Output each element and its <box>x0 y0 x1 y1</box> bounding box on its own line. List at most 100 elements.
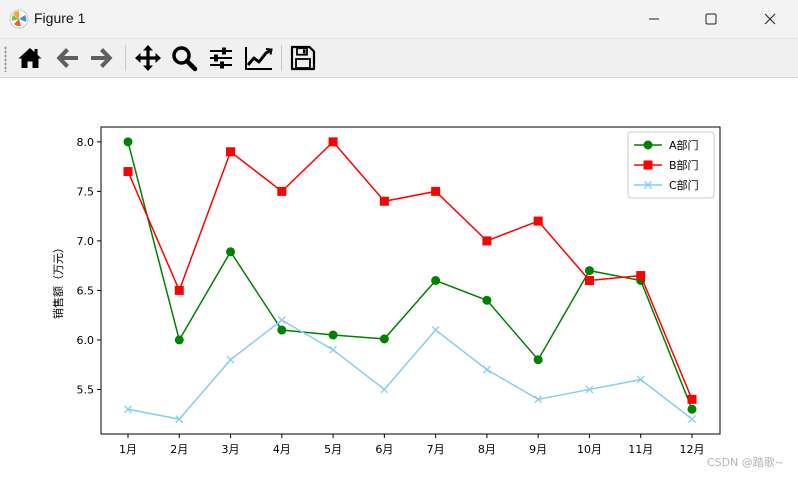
data-point <box>123 137 133 147</box>
save-button[interactable] <box>287 42 319 74</box>
legend-marker <box>643 160 653 170</box>
data-point <box>175 415 184 424</box>
data-point <box>585 385 594 394</box>
data-point <box>636 271 646 281</box>
data-point <box>329 345 338 354</box>
series-layer <box>123 137 697 424</box>
x-tick-label: 3月 <box>222 443 240 456</box>
y-tick-label: 6.5 <box>77 284 95 297</box>
line-chart: 5.5 6.0 6.5 7.0 7.5 8.0 1月 2月 3月 4月 5月 6月 7月 8月 9月 10月 1… <box>51 126 721 456</box>
data-point <box>482 236 492 246</box>
home-button[interactable] <box>14 42 46 74</box>
plot-area <box>100 126 721 435</box>
arrow-left-icon <box>56 48 78 68</box>
minimize-icon <box>649 18 659 20</box>
data-point <box>123 167 133 177</box>
line-chart-icon <box>245 47 273 70</box>
floppy-disk-icon <box>290 45 316 71</box>
x-tick-label: 8月 <box>478 443 496 456</box>
minimize-button[interactable] <box>630 0 678 38</box>
x-tick-label: 7月 <box>427 443 445 456</box>
pan-button[interactable] <box>132 42 164 74</box>
axes-frame: 5.5 6.0 6.5 7.0 7.5 8.0 1月 2月 3月 4月 5月 6月 7月 8月 9月 10月 1… <box>51 126 721 456</box>
maximize-button[interactable] <box>687 0 735 38</box>
data-point <box>174 335 184 345</box>
legend-entry: C部门 <box>634 178 699 192</box>
series-line <box>127 319 693 420</box>
data-point <box>687 394 697 404</box>
data-point <box>534 395 543 404</box>
data-point <box>328 330 338 340</box>
series-2 <box>123 137 697 404</box>
move-icon <box>135 45 161 71</box>
data-point <box>226 147 236 157</box>
y-tick-label: 7.5 <box>77 185 95 198</box>
forward-button[interactable] <box>86 42 118 74</box>
data-point <box>533 216 543 226</box>
x-tick-label: 11月 <box>628 443 653 456</box>
legend-entry: B部门 <box>634 158 699 172</box>
zoom-button[interactable] <box>168 42 200 74</box>
y-tick-label: 6.0 <box>77 334 95 347</box>
subplots-button[interactable] <box>205 42 237 74</box>
toolbar-separator <box>281 45 282 71</box>
data-point <box>226 247 236 257</box>
data-point <box>431 326 440 334</box>
data-point <box>533 355 543 365</box>
data-point <box>379 196 389 206</box>
data-point <box>482 365 491 374</box>
toolbar-separator <box>125 45 126 71</box>
series-line <box>127 141 693 410</box>
data-point <box>636 375 645 384</box>
data-point <box>277 186 287 196</box>
figure-canvas[interactable]: 5.5 6.0 6.5 7.0 7.5 8.0 1月 2月 3月 4月 5月 6月 7月 8月 9月 10月 1… <box>0 78 798 477</box>
legend: A部门 B部门 C部门 <box>627 131 715 199</box>
series-1 <box>123 137 697 414</box>
y-axis-label: 销售额（万元） <box>51 242 65 319</box>
x-tick-label: 5月 <box>324 443 342 456</box>
data-point <box>174 285 184 295</box>
y-tick-label: 7.0 <box>77 235 95 248</box>
series-3 <box>124 316 696 424</box>
series-line <box>127 140 693 400</box>
arrow-right-icon <box>91 48 113 68</box>
x-tick-label: 12月 <box>680 443 705 456</box>
home-icon <box>18 48 42 68</box>
legend-marker <box>644 181 652 189</box>
close-icon <box>764 13 776 25</box>
data-point <box>277 325 287 335</box>
maximize-icon <box>705 13 717 25</box>
data-point <box>226 355 235 364</box>
x-tick-label: 2月 <box>170 443 188 456</box>
sliders-icon <box>210 47 232 69</box>
data-point <box>688 415 696 424</box>
x-tick-label: 4月 <box>273 443 291 456</box>
data-point <box>380 385 389 394</box>
title-bar: Figure 1 <box>0 0 798 39</box>
watermark-text: CSDN @踏歌~ <box>706 456 784 469</box>
data-point <box>124 405 132 414</box>
edit-axes-button[interactable] <box>243 42 275 74</box>
navigation-toolbar <box>0 39 798 78</box>
data-point <box>584 276 594 285</box>
y-tick-label: 5.5 <box>77 383 95 396</box>
data-point <box>328 137 338 147</box>
x-tick-label: 9月 <box>529 443 547 456</box>
x-tick-label: 6月 <box>375 443 393 456</box>
data-point <box>431 186 441 196</box>
data-point <box>584 266 594 276</box>
x-tick-label: 10月 <box>577 443 602 456</box>
close-button[interactable] <box>746 0 794 38</box>
back-button[interactable] <box>51 42 83 74</box>
data-point <box>431 276 441 285</box>
window-title: Figure 1 <box>34 10 86 26</box>
legend-entry: A部门 <box>634 138 699 152</box>
data-point <box>482 295 492 305</box>
data-point <box>277 316 286 325</box>
matplotlib-logo-icon <box>9 9 29 29</box>
data-point <box>687 404 697 414</box>
x-tick-label: 1月 <box>119 443 137 456</box>
legend-label: B部门 <box>669 158 699 172</box>
toolbar-grip[interactable] <box>4 46 7 72</box>
y-tick-label: 8.0 <box>77 136 95 149</box>
